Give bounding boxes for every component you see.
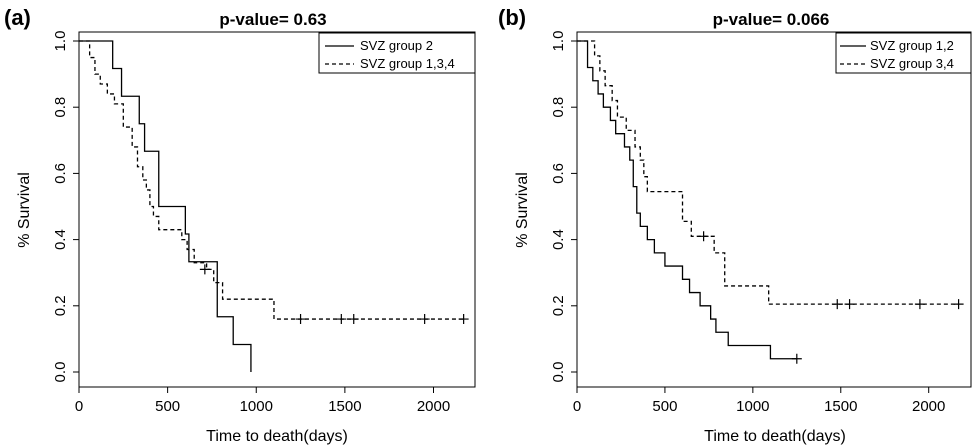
x-tick-label: 1500 <box>328 398 361 415</box>
y-tick-label: 0.0 <box>550 362 567 383</box>
censor-mark <box>844 299 855 310</box>
censor-mark <box>295 314 306 325</box>
y-tick-label: 0.2 <box>550 295 567 316</box>
legend: SVZ group 2 SVZ group 1,3,4 <box>318 32 476 74</box>
x-tick-label: 1000 <box>736 398 769 415</box>
censor-mark <box>914 299 925 310</box>
y-tick-label: 0.4 <box>52 229 69 250</box>
censor-mark <box>698 231 709 242</box>
y-axis-label: % Survival <box>514 172 531 248</box>
plot-frame <box>78 31 476 388</box>
series-layer <box>79 40 469 372</box>
x-tick-label: 500 <box>155 398 180 415</box>
censor-mark <box>419 314 430 325</box>
censor-mark <box>953 299 964 310</box>
legend: SVZ group 1,2 SVZ group 3,4 <box>835 32 972 74</box>
censor-mark <box>348 314 359 325</box>
x-axis-label: Time to death(days) <box>206 428 348 445</box>
y-axis: 0.0 0.2 0.4 0.6 0.8 1.0 <box>550 31 577 383</box>
x-tick-label: 2000 <box>912 398 945 415</box>
x-tick-label: 0 <box>573 398 581 415</box>
x-tick-label: 500 <box>652 398 677 415</box>
censor-mark <box>199 264 210 275</box>
x-tick-label: 0 <box>75 398 83 415</box>
censor-mark <box>336 314 347 325</box>
x-tick-label: 1000 <box>240 398 273 415</box>
series-line <box>577 40 797 360</box>
legend-box <box>318 32 476 74</box>
y-tick-label: 0.4 <box>550 229 567 250</box>
series-line <box>79 40 464 320</box>
y-tick-label: 0.6 <box>550 163 567 184</box>
legend-item-label: SVZ group 2 <box>360 38 433 53</box>
legend-box <box>835 32 972 74</box>
x-axis: 0 500 1000 1500 2000 <box>75 387 450 415</box>
x-tick-label: 2000 <box>417 398 450 415</box>
x-axis: 0 500 1000 1500 2000 <box>573 387 945 415</box>
legend-item-label: SVZ group 3,4 <box>870 56 954 71</box>
series-line <box>79 40 252 372</box>
y-tick-label: 0.0 <box>52 362 69 383</box>
panel-letter: (a) <box>4 5 31 30</box>
series-layer <box>577 40 964 364</box>
y-tick-label: 0.8 <box>550 97 567 118</box>
legend-item-label: SVZ group 1,3,4 <box>360 56 455 71</box>
y-tick-label: 0.2 <box>52 295 69 316</box>
chart-title: p-value= 0.63 <box>219 10 326 29</box>
censor-mark <box>832 299 843 310</box>
censor-mark <box>458 314 469 325</box>
y-tick-label: 0.6 <box>52 163 69 184</box>
y-tick-label: 1.0 <box>550 31 567 52</box>
series-line <box>577 40 959 305</box>
legend-item-label: SVZ group 1,2 <box>870 38 954 53</box>
y-tick-label: 1.0 <box>52 31 69 52</box>
x-axis-label: Time to death(days) <box>704 428 846 445</box>
panel-a: (a) p-value= 0.63 0 500 1000 1500 2000 0.00.… <box>4 5 476 445</box>
panel-letter: (b) <box>498 5 526 30</box>
y-axis-label: % Survival <box>16 172 33 248</box>
censor-mark <box>791 353 802 364</box>
plot-frame <box>576 31 972 388</box>
panel-b: (b) p-value= 0.066 0 500 1000 1500 2000 0.00… <box>498 5 972 445</box>
x-tick-label: 1500 <box>824 398 857 415</box>
chart-title: p-value= 0.066 <box>713 10 830 29</box>
y-tick-label: 0.8 <box>52 97 69 118</box>
y-axis: 0.0 0.2 0.4 0.6 0.8 1.0 <box>52 31 79 383</box>
